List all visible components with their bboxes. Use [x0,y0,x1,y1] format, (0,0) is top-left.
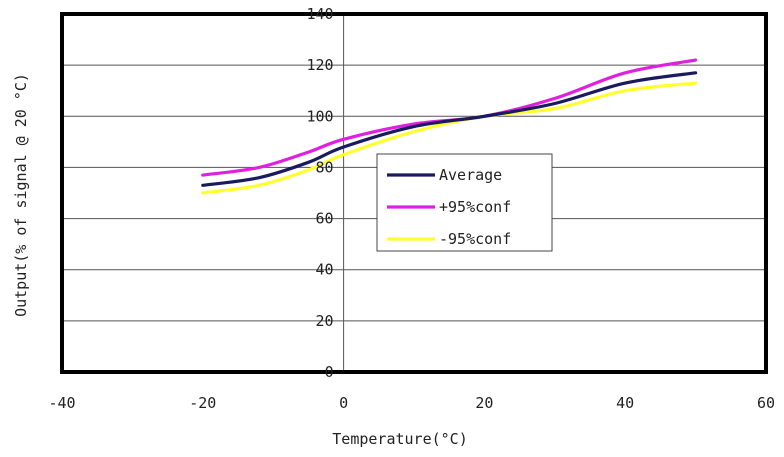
x-tick-label: 40 [616,394,634,412]
legend-label: Average [439,166,502,184]
legend-label: +95%conf [439,198,511,216]
legend: Average +95%conf -95%conf [376,153,553,252]
y-tick-label: 0 [325,363,334,381]
x-tick-label: -20 [189,394,216,412]
x-tick-label: 60 [757,394,775,412]
y-tick-label: 140 [307,5,334,23]
legend-box [376,153,553,252]
plot-border [60,12,768,374]
series-line-minus-95-conf [201,81,698,195]
y-tick-label: 100 [307,107,334,125]
y-tick-label: 120 [307,56,334,74]
x-tick-label: -40 [48,394,75,412]
y-tick-labels: 0 20 40 60 80 100 120 140 [307,5,334,381]
series-lines [201,58,698,195]
y-axis-title: Output(% of signal @ 20 °C) [12,73,30,317]
x-tick-label: 0 [339,394,348,412]
plot-frame [60,12,768,374]
y-tick-label: 20 [316,312,334,330]
series-line-plus-95-conf [201,58,698,177]
x-axis-title: Temperature(°C) [332,430,467,448]
legend-label: -95%conf [439,230,511,248]
y-tick-label: 40 [316,261,334,279]
y-tick-label: 80 [316,158,334,176]
x-tick-label: 20 [475,394,493,412]
series-line-average [201,71,698,187]
x-tick-labels: -40 -20 0 20 40 60 [48,394,775,412]
y-tick-label: 60 [316,210,334,228]
